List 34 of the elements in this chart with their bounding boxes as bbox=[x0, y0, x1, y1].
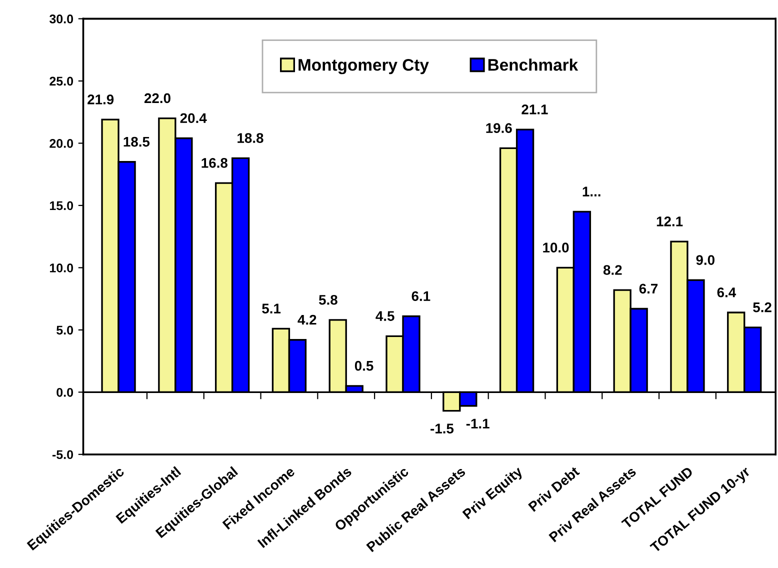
data-label: 21.1 bbox=[522, 104, 548, 114]
data-label: -1.1 bbox=[466, 418, 490, 428]
y-tick-label: 20.0 bbox=[50, 139, 74, 148]
y-tick-label: 5.0 bbox=[56, 326, 74, 335]
data-label: 21.9 bbox=[88, 94, 114, 104]
data-label: 12.1 bbox=[656, 216, 683, 226]
data-label: 5.2 bbox=[753, 302, 772, 312]
data-label: -1.5 bbox=[430, 424, 454, 434]
data-label: 5.8 bbox=[318, 294, 338, 305]
data-label: 22.0 bbox=[144, 93, 170, 104]
y-tick-label: 15.0 bbox=[50, 201, 74, 210]
y-tick-label: 0.0 bbox=[56, 388, 74, 397]
y-tick-label: -5.0 bbox=[52, 450, 74, 460]
data-label: 16.8 bbox=[202, 158, 228, 168]
data-label: 18.5 bbox=[124, 136, 150, 147]
data-label: 10.0 bbox=[543, 242, 569, 252]
data-label: 20.4 bbox=[180, 113, 207, 124]
data-label: 5.1 bbox=[262, 304, 281, 314]
data-label: 4.2 bbox=[298, 314, 316, 325]
y-tick-label: 10.0 bbox=[50, 263, 74, 272]
data-label: 18.8 bbox=[238, 133, 264, 143]
data-label: 4.5 bbox=[376, 311, 394, 321]
y-tick-label: 25.0 bbox=[50, 76, 74, 86]
data-label: 6.7 bbox=[639, 284, 658, 294]
data-label: 8.2 bbox=[603, 265, 622, 275]
legend-label: Montgomery Cty bbox=[298, 59, 429, 74]
y-tick-label: 30.0 bbox=[49, 14, 74, 24]
data-label: 6.4 bbox=[717, 287, 736, 298]
data-label: 0.5 bbox=[354, 360, 374, 371]
data-label: 6.1 bbox=[412, 291, 430, 302]
data-label: 1... bbox=[582, 186, 600, 196]
legend-label: Benchmark bbox=[488, 58, 578, 71]
data-label: 9.0 bbox=[696, 255, 714, 265]
data-label: 19.6 bbox=[486, 123, 512, 134]
